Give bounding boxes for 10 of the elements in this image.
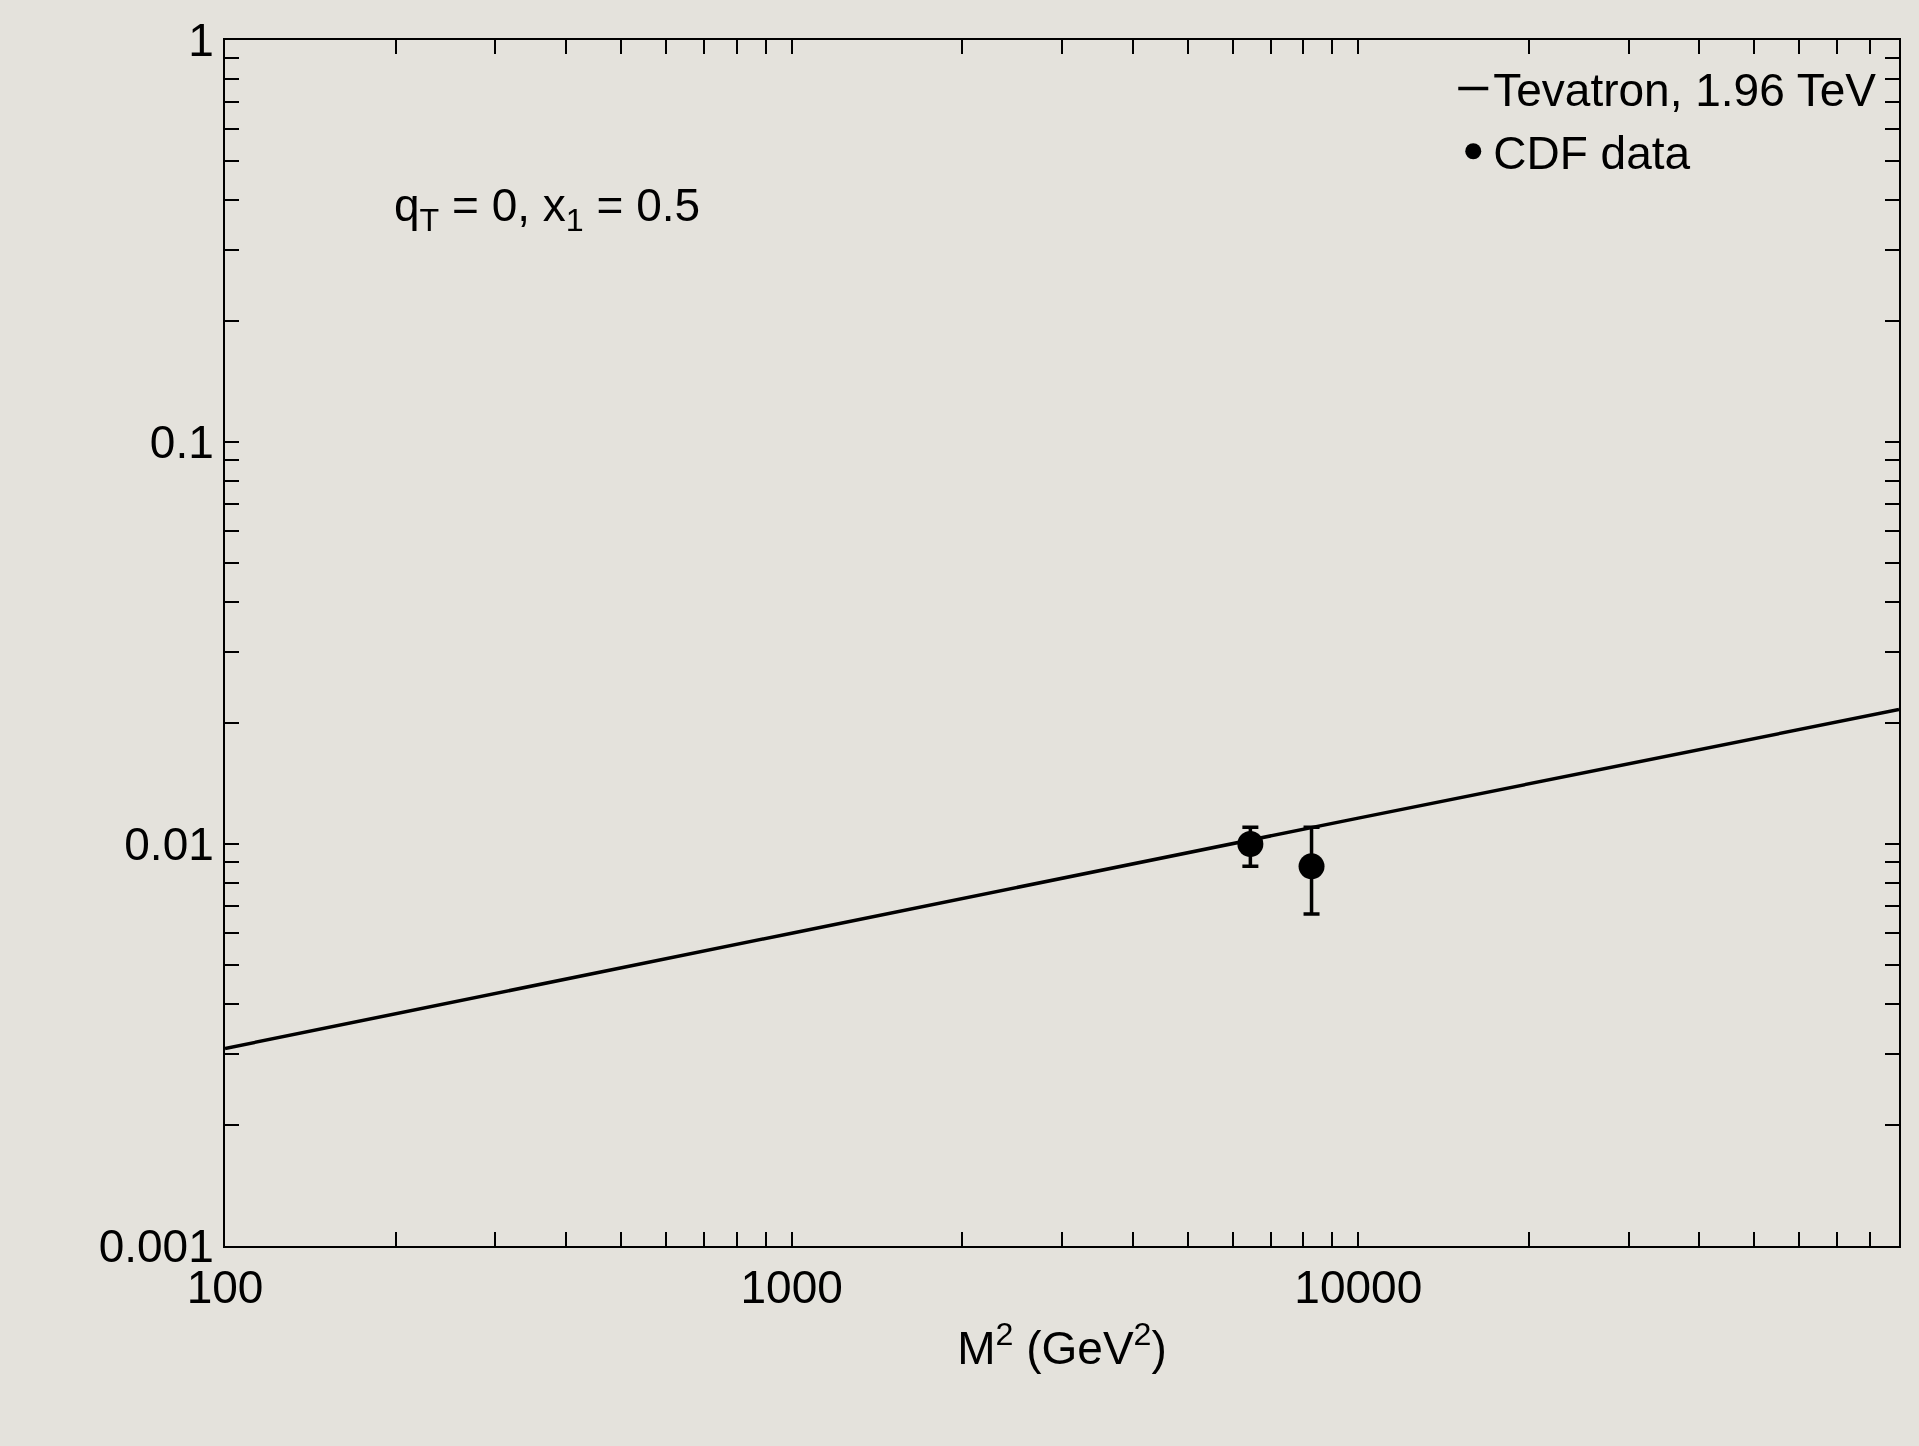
x-tick-label: 100 <box>186 1261 264 1314</box>
annotation: q$_{T}$ = 0, x$_{1}$ = 0.5 <box>394 179 701 238</box>
y-tick-label: 0.1 <box>149 416 214 469</box>
y-tick-label: 0.01 <box>124 818 214 871</box>
x-tick-label: 1000 <box>740 1261 843 1314</box>
y-tick-label: 1 <box>188 14 214 67</box>
legend-label: Tevatron, 1.96 TeV <box>1493 64 1877 117</box>
x-tick-label: 10000 <box>1294 1261 1423 1314</box>
x-axis-title: M$^{2}$ (GeV$^{2}$) <box>957 1316 1167 1375</box>
legend-label: CDF data <box>1493 127 1691 180</box>
